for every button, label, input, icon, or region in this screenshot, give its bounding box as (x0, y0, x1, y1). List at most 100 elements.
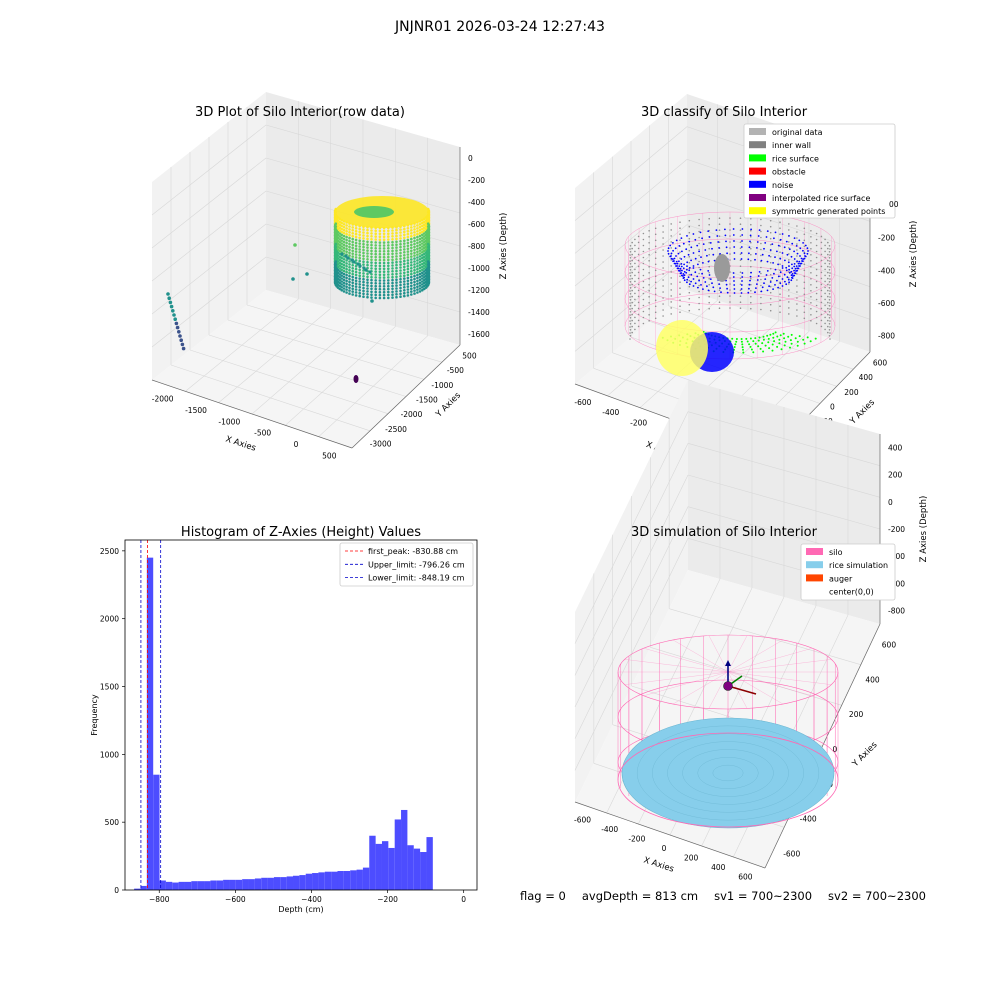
data-point (793, 265, 796, 268)
data-point (688, 225, 691, 228)
data-point (766, 270, 769, 272)
data-point (391, 284, 394, 288)
legend-swatch (806, 548, 823, 555)
data-point (662, 225, 664, 227)
data-point (810, 254, 812, 256)
data-point (637, 235, 640, 238)
x-tick-label: 0 (662, 844, 667, 853)
data-point (634, 256, 636, 259)
data-point (709, 242, 712, 244)
data-point (732, 272, 735, 274)
data-point (739, 241, 742, 243)
data-point (690, 280, 692, 283)
data-point (667, 250, 669, 252)
data-point (395, 295, 398, 299)
data-point (696, 275, 699, 278)
data-point (793, 250, 795, 253)
data-point (403, 294, 406, 298)
data-point (662, 243, 664, 245)
data-point (804, 244, 807, 247)
data-point (768, 285, 770, 288)
data-point (673, 257, 676, 260)
data-point (788, 229, 790, 231)
data-point (179, 338, 183, 343)
data-point (662, 297, 664, 299)
data-point (678, 260, 680, 263)
data-point (629, 302, 631, 304)
data-point (391, 270, 394, 273)
data-point (747, 291, 750, 294)
data-point (733, 258, 736, 260)
data-point (382, 232, 386, 236)
data-point (399, 234, 402, 237)
data-point (340, 236, 344, 239)
data-point (760, 278, 762, 281)
data-point (366, 284, 369, 287)
data-point (340, 230, 344, 234)
data-point (678, 245, 681, 247)
z-tick-label: -1200 (468, 286, 490, 295)
data-point (631, 283, 633, 286)
data-point (648, 296, 650, 298)
data-point (827, 301, 829, 304)
data-point (759, 347, 762, 350)
data-point (648, 266, 650, 268)
data-point (828, 257, 831, 259)
data-point (782, 332, 785, 335)
data-point (774, 256, 776, 258)
data-point (820, 295, 823, 298)
data-point (351, 249, 355, 253)
data-point (718, 235, 721, 237)
data-point (750, 229, 752, 232)
data-point (362, 269, 365, 272)
data-point (740, 338, 743, 340)
data-point (740, 246, 743, 248)
data-point (757, 339, 760, 342)
data-point (796, 344, 799, 347)
data-point (692, 285, 695, 287)
data-point (720, 291, 722, 294)
data-point (708, 223, 710, 226)
data-point (362, 254, 365, 258)
data-point (631, 271, 633, 274)
data-point (771, 343, 774, 346)
data-point (682, 267, 685, 270)
data-point (423, 255, 426, 259)
data-point (342, 284, 346, 287)
data-point (762, 338, 765, 341)
data-point (351, 234, 355, 238)
data-point (362, 280, 365, 284)
data-point (827, 283, 829, 286)
data-point (829, 260, 831, 262)
data-point (366, 240, 369, 244)
data-point (682, 277, 685, 279)
data-point (729, 241, 731, 243)
data-point (828, 323, 831, 325)
z-tick-label: -800 (468, 242, 485, 251)
data-point (690, 259, 692, 262)
data-point (820, 307, 823, 310)
data-point (654, 239, 657, 242)
data-point (776, 279, 778, 282)
data-point (631, 241, 633, 244)
data-point (403, 262, 406, 266)
data-point (395, 240, 398, 244)
y-tick-label: -2500 (385, 425, 407, 434)
data-point (421, 277, 424, 280)
data-point (815, 286, 818, 289)
data-point (784, 280, 786, 283)
data-point (413, 233, 416, 237)
histogram-bar (388, 847, 395, 890)
data-point (423, 273, 426, 276)
data-point (690, 273, 693, 276)
data-point (729, 247, 731, 249)
data-point (423, 252, 426, 256)
data-point (769, 333, 772, 336)
data-point (418, 275, 422, 279)
data-point (410, 246, 413, 250)
data-point (416, 262, 419, 265)
data-point (779, 334, 782, 337)
data-point (740, 292, 743, 294)
data-point (699, 268, 702, 271)
data-point (631, 295, 633, 298)
